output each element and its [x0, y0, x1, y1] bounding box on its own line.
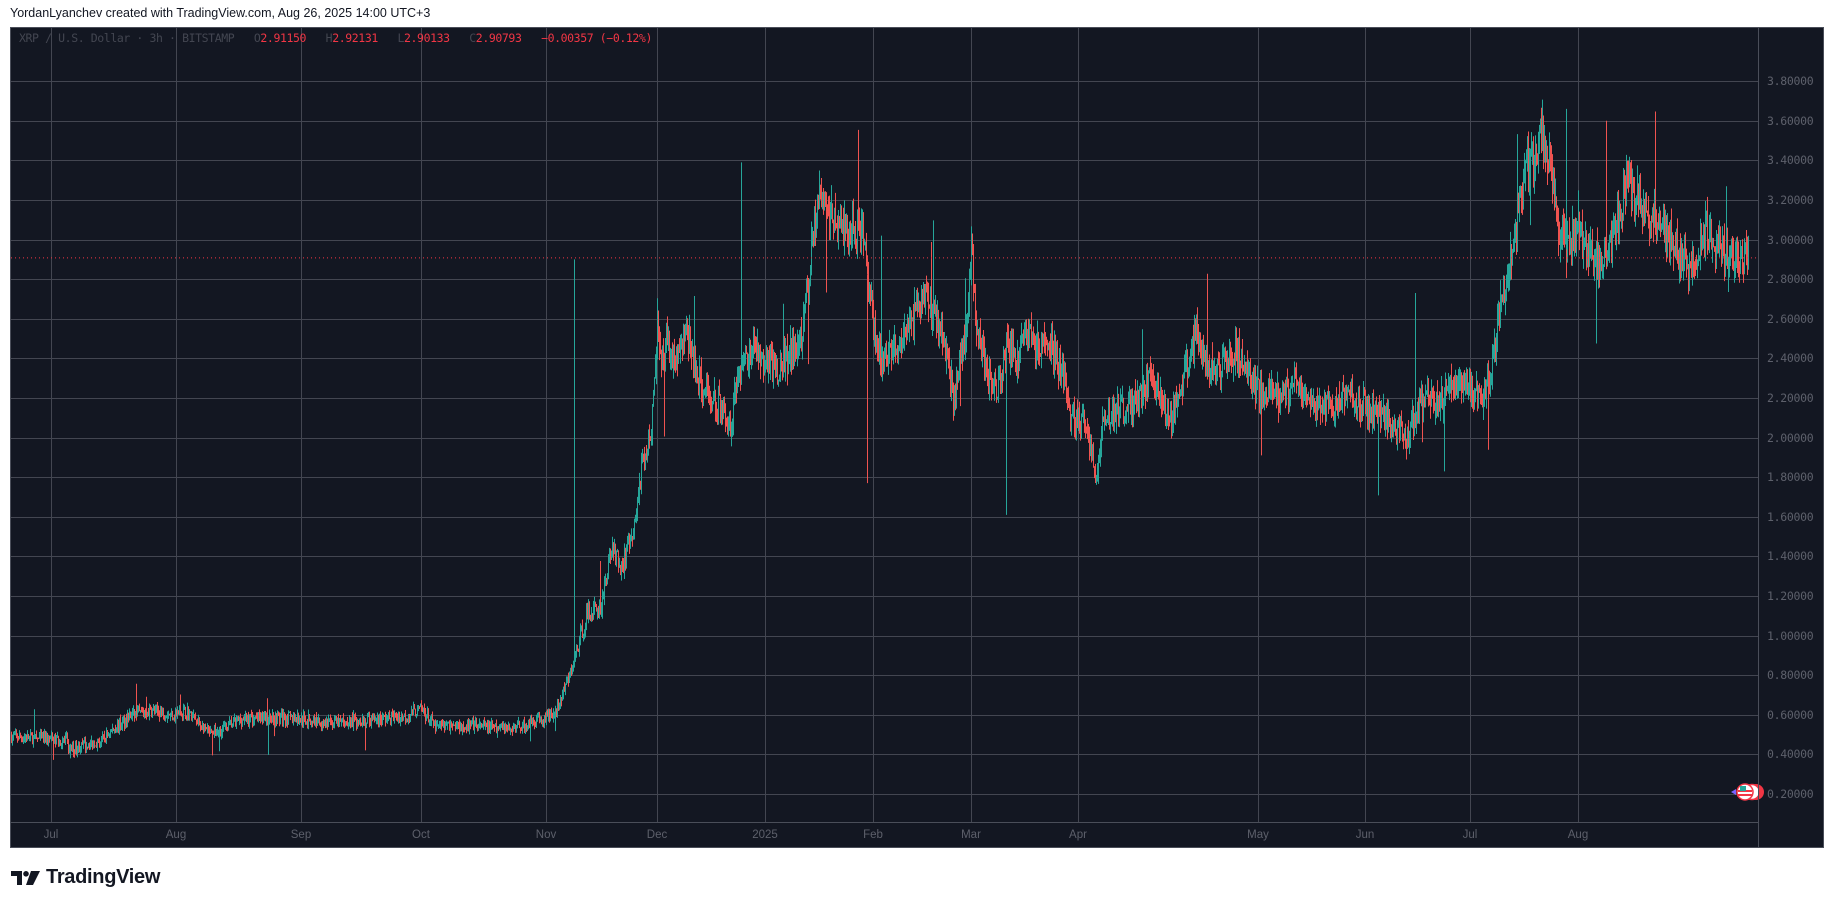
chart-credit: YordanLyanchev created with TradingView.… [10, 6, 431, 20]
low-value: 2.90133 [404, 31, 450, 45]
time-axis[interactable]: Jul Aug Sep Oct Nov Dec 2025 Feb Mar Apr May Jun Jul… [11, 822, 1758, 847]
price-tick-label: 0.60000 [1767, 707, 1814, 722]
time-tick-label: May [1247, 829, 1269, 841]
price-tick-label: 1.00000 [1767, 628, 1814, 643]
close-label: C [469, 31, 476, 45]
time-tick-label: Oct [412, 829, 430, 841]
symbol-legend: XRP / U.S. Dollar · 3h · BITSTAMP O2.911… [19, 31, 652, 45]
time-tick-label: Dec [646, 829, 668, 841]
tradingview-logo-icon [11, 870, 40, 885]
time-tick-label: Jul [1462, 829, 1478, 841]
price-axis[interactable]: USD 0.200000.400000.600000.800001.000001… [1758, 28, 1823, 847]
high-label: H [325, 31, 333, 45]
price-tick-label: 3.60000 [1767, 113, 1814, 128]
price-tick-label: 3.80000 [1767, 74, 1814, 89]
price-tick-label: 3.40000 [1767, 153, 1814, 168]
close-value: 2.90793 [475, 31, 522, 45]
time-tick-label: Aug [1567, 829, 1589, 841]
candlestick-chart[interactable] [11, 28, 1758, 822]
price-tick-label: 1.40000 [1767, 549, 1814, 564]
price-tick-label: 0.40000 [1767, 747, 1814, 762]
price-tick-label: 2.60000 [1767, 311, 1814, 326]
time-tick-label: Feb [863, 829, 883, 841]
symbol-name[interactable]: XRP / U.S. Dollar · 3h · BITSTAMP [19, 31, 235, 45]
price-tick-label: 2.80000 [1767, 272, 1814, 287]
price-tick-label: 2.20000 [1767, 391, 1814, 405]
time-tick-label: Jun [1355, 829, 1375, 841]
plot-area[interactable]: XRP / U.S. Dollar · 3h · BITSTAMP O2.911… [11, 28, 1764, 822]
events-flags[interactable] [1731, 782, 1765, 802]
price-tick-label: 1.80000 [1767, 470, 1814, 485]
price-tick-label: 1.60000 [1767, 509, 1814, 524]
time-tick-label: Jul [43, 829, 59, 841]
open-label: O [253, 31, 261, 45]
low-label: L [397, 31, 404, 45]
chart-panel[interactable]: XRP / U.S. Dollar · 3h · BITSTAMP O2.911… [10, 27, 1824, 848]
change-value: −0.00357 (−0.12%) [541, 31, 652, 45]
time-tick-label: Apr [1069, 829, 1087, 841]
candles [11, 99, 1749, 760]
price-tick-label: 0.80000 [1767, 668, 1814, 683]
time-tick-label: Sep [290, 829, 312, 841]
price-tick-label: 2.40000 [1767, 351, 1814, 366]
grid-lines [11, 28, 1758, 822]
price-tick-label: 2.00000 [1767, 430, 1814, 445]
price-tick-label: 3.20000 [1767, 193, 1814, 207]
time-tick-label: Aug [165, 829, 187, 841]
event-arrow-icon [1731, 789, 1736, 795]
price-tick-label: 3.00000 [1767, 232, 1814, 247]
time-tick-label: Mar [961, 829, 981, 841]
high-value: 2.92131 [332, 31, 378, 45]
time-tick-label: 2025 [752, 829, 778, 841]
logo-text: TradingView [46, 866, 161, 888]
time-tick-label: Nov [535, 829, 557, 841]
tradingview-logo[interactable]: TradingView [11, 866, 160, 889]
open-value: 2.91150 [260, 31, 307, 45]
price-tick-label: 1.20000 [1767, 589, 1814, 603]
price-tick-label: 0.20000 [1767, 787, 1814, 801]
